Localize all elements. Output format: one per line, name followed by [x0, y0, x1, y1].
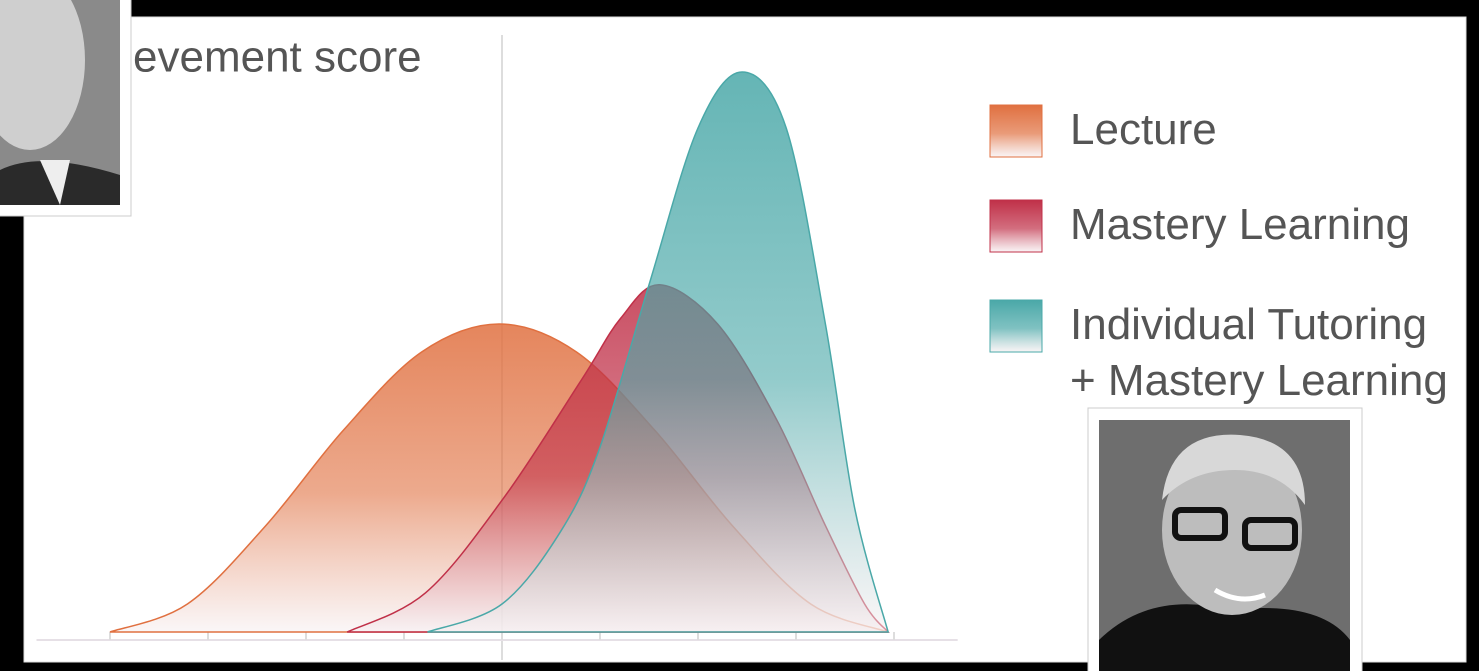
- legend-swatch: [989, 104, 1043, 158]
- plot-area: [36, 71, 958, 641]
- legend-label: Mastery Learning: [1070, 200, 1410, 249]
- legend-label: Lecture: [1070, 105, 1217, 154]
- photo-bottom-right: [1087, 407, 1363, 671]
- legend-label: Individual Tutoring + Mastery Learning: [1070, 300, 1448, 405]
- chart-title: evement score: [133, 33, 422, 82]
- photo-top-left: [0, 0, 132, 217]
- legend-swatch: [989, 299, 1043, 353]
- area: [427, 71, 890, 633]
- legend-swatch: [989, 199, 1043, 253]
